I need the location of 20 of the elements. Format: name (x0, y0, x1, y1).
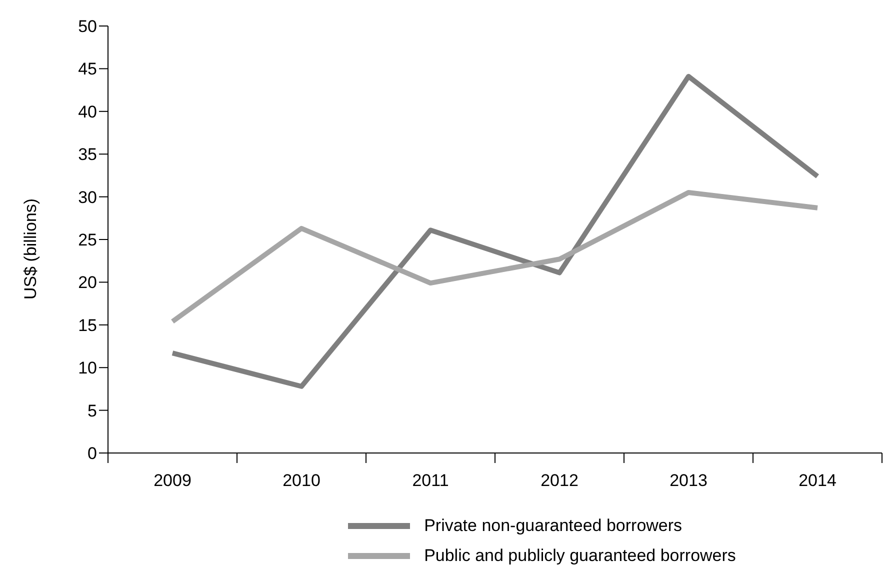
y-tick-label: 5 (88, 401, 97, 420)
legend-label: Public and publicly guaranteed borrowers (424, 546, 736, 566)
x-tick-label: 2012 (540, 471, 578, 490)
y-tick-label: 10 (78, 358, 97, 378)
x-tick-label: 2009 (154, 471, 192, 490)
y-tick-label: 40 (78, 102, 97, 122)
x-tick-label: 2011 (412, 471, 449, 490)
y-tick-label: 25 (78, 230, 97, 250)
x-tick-label: 2010 (282, 471, 320, 490)
legend-label: Private non-guaranteed borrowers (424, 516, 682, 536)
y-tick-label: 15 (78, 316, 97, 335)
y-axis-title: US$ (billions) (21, 198, 40, 300)
y-tick-label: 0 (88, 444, 97, 464)
y-tick-label: 20 (78, 273, 97, 292)
y-tick-label: 50 (78, 17, 97, 36)
y-tick-label: 35 (78, 145, 97, 164)
x-tick-label: 2013 (670, 471, 708, 490)
y-tick-label: 30 (78, 188, 97, 207)
y-tick-label: 45 (78, 60, 97, 79)
x-tick-label: 2014 (798, 471, 836, 490)
